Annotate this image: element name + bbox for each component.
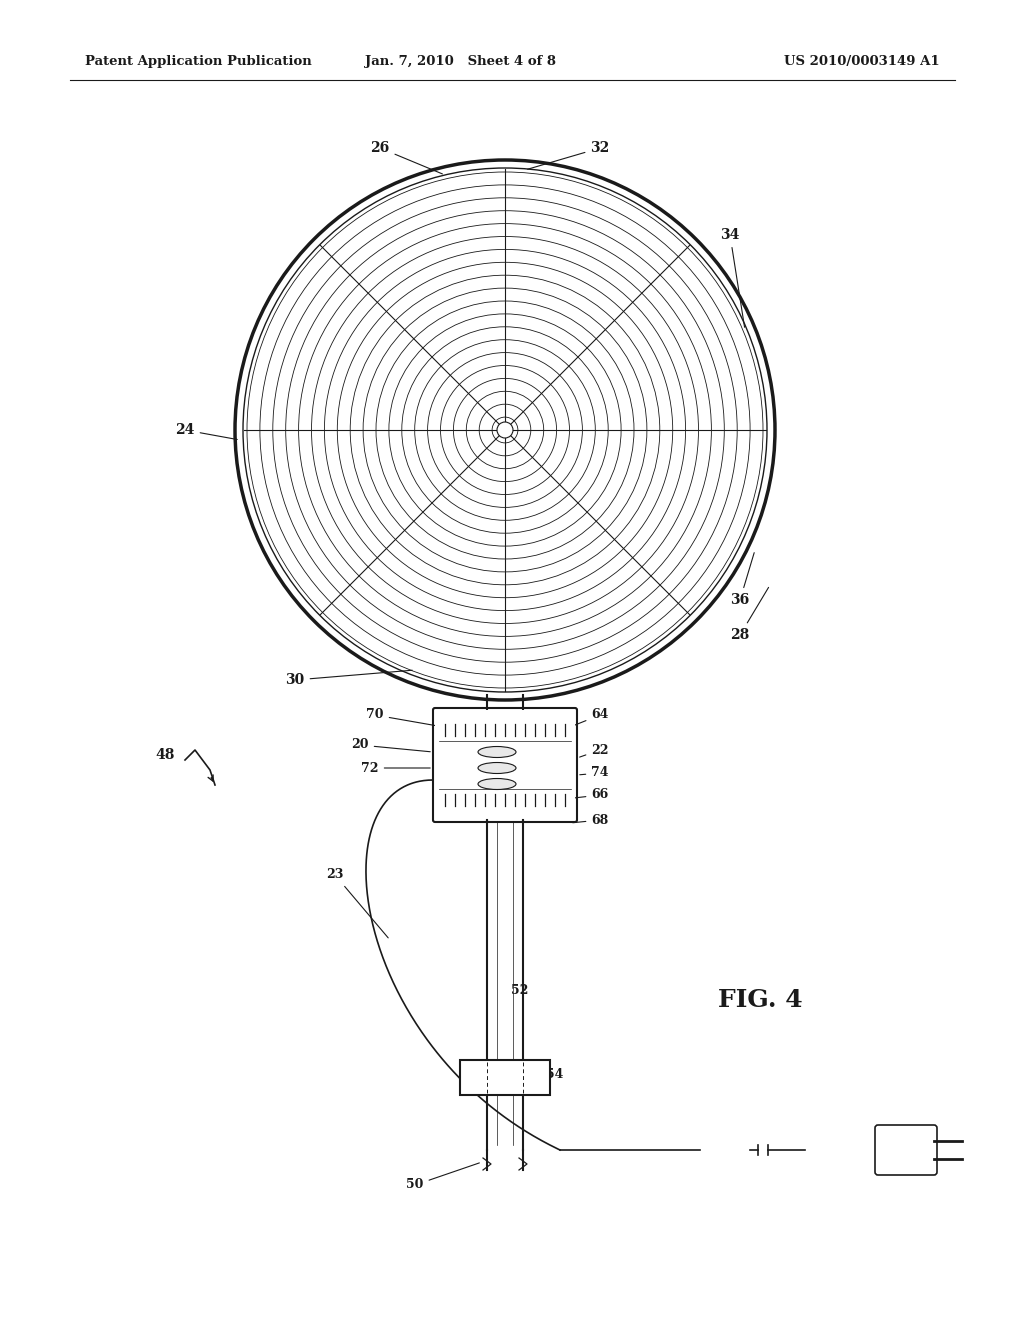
Text: 28: 28 [730, 587, 769, 642]
Text: 48: 48 [156, 748, 175, 762]
Text: US 2010/0003149 A1: US 2010/0003149 A1 [784, 55, 940, 69]
Text: 64: 64 [567, 709, 608, 727]
Text: 68: 68 [572, 813, 608, 826]
Text: FIG. 4: FIG. 4 [718, 987, 803, 1012]
Text: 72: 72 [361, 762, 430, 775]
Text: 74: 74 [580, 767, 608, 780]
Text: 52: 52 [511, 983, 528, 997]
Text: 66: 66 [567, 788, 608, 801]
Ellipse shape [478, 747, 516, 758]
Text: 30: 30 [286, 671, 413, 686]
Text: 32: 32 [527, 141, 609, 169]
Circle shape [497, 422, 513, 438]
Text: 24: 24 [175, 422, 238, 440]
Text: 70: 70 [367, 709, 453, 729]
Text: 26: 26 [371, 141, 442, 174]
Text: Jan. 7, 2010   Sheet 4 of 8: Jan. 7, 2010 Sheet 4 of 8 [365, 55, 555, 69]
FancyBboxPatch shape [874, 1125, 937, 1175]
Text: Patent Application Publication: Patent Application Publication [85, 55, 311, 69]
Text: 23: 23 [327, 869, 388, 939]
Bar [435, 710, 575, 820]
Ellipse shape [478, 763, 516, 774]
Circle shape [244, 169, 766, 690]
Text: 34: 34 [720, 228, 744, 327]
Text: 50: 50 [407, 1163, 479, 1192]
Bar [460, 1060, 550, 1096]
Ellipse shape [478, 779, 516, 789]
Text: 22: 22 [580, 743, 608, 758]
Bar [460, 1060, 550, 1096]
Text: 20: 20 [351, 738, 430, 751]
Text: 54: 54 [547, 1068, 563, 1081]
Text: 36: 36 [730, 553, 755, 607]
